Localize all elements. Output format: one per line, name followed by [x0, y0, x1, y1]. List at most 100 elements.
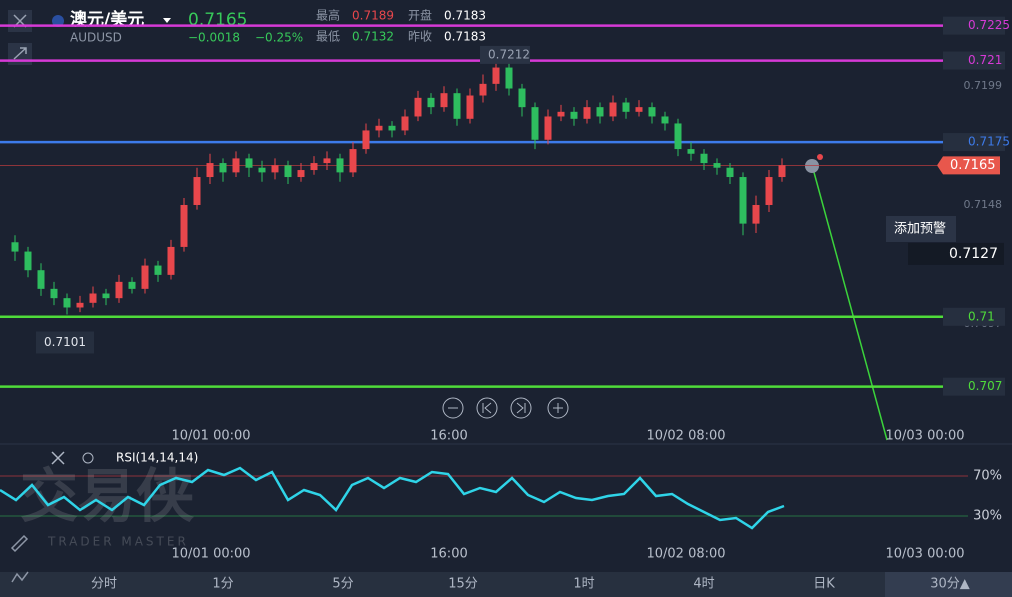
alert-tag[interactable] — [886, 216, 956, 242]
candle-body — [323, 158, 331, 164]
alert-label: 添加预警 — [894, 221, 946, 237]
tab[interactable]: 30分▲ — [930, 577, 970, 592]
candle-body — [778, 165, 786, 178]
candle-body — [219, 163, 227, 173]
x-tick-label: 10/02 08:00 — [646, 547, 725, 562]
candle-body — [765, 177, 773, 205]
tab[interactable]: 日K — [813, 577, 835, 592]
candle-body — [596, 107, 604, 117]
stat-value: 0.7189 — [352, 9, 394, 23]
candle-body — [154, 265, 162, 275]
candle-body — [349, 149, 357, 173]
stat-value: 0.7132 — [352, 30, 394, 44]
side-icons[interactable] — [10, 534, 29, 583]
nav-buttons[interactable] — [442, 397, 569, 419]
level-tag — [943, 307, 1005, 326]
stat-value: 0.7183 — [444, 30, 486, 44]
candle-body — [648, 107, 656, 117]
candle-body — [206, 163, 214, 178]
candle-body — [375, 125, 383, 131]
level-tag — [943, 51, 1005, 70]
current-label: 0.7165 — [950, 158, 996, 173]
candle-body — [687, 149, 695, 154]
candle-body — [609, 102, 617, 117]
high-tag — [480, 45, 530, 64]
rsi-line — [0, 466, 785, 530]
candle-body — [24, 251, 32, 271]
candle-body — [414, 97, 422, 117]
candle-body — [479, 83, 487, 96]
candle-body — [167, 246, 175, 275]
high-label: 0.7212 — [488, 47, 530, 61]
candle-body — [232, 158, 240, 173]
tab-bar — [0, 572, 1012, 597]
tab[interactable]: 1分 — [212, 577, 233, 592]
candle-body — [63, 298, 71, 308]
level-label: 0.71 — [968, 309, 995, 323]
candle-body — [531, 107, 539, 140]
candle-body — [713, 163, 721, 168]
candle-body — [557, 111, 565, 117]
candle-body — [310, 163, 318, 171]
candle-body — [271, 165, 279, 173]
x-tick-label: 10/03 00:00 — [885, 429, 964, 444]
alert-value-tag — [908, 242, 1004, 265]
candle-body — [518, 88, 526, 108]
candle-body — [245, 158, 253, 168]
x-tick-label: 10/01 00:00 — [171, 547, 250, 562]
y-tick-label: 0.7199 — [964, 79, 1003, 92]
candle-body — [674, 123, 682, 150]
candle-body — [726, 167, 734, 178]
watermark-tag: TRADER MASTER — [47, 535, 189, 549]
rsi-tick-label: 30% — [973, 509, 1002, 524]
change: −0.0018 — [188, 31, 240, 45]
x-tick-label: 10/03 00:00 — [885, 547, 964, 562]
tab[interactable]: 分时 — [91, 577, 117, 592]
dropdown[interactable] — [163, 18, 171, 23]
candle-body — [401, 116, 409, 131]
rsi-tick-label: 70% — [973, 469, 1002, 484]
stat-label: 最低 — [316, 30, 340, 44]
candle-body — [297, 170, 305, 178]
candle-body — [336, 158, 344, 173]
candle-body — [635, 107, 643, 112]
candle-body — [89, 293, 97, 303]
x-tick-label: 10/01 00:00 — [171, 429, 250, 444]
tab[interactable]: 4时 — [693, 577, 714, 592]
candle-body — [427, 97, 435, 108]
candle-body — [505, 67, 513, 89]
level-label: 0.7225 — [968, 18, 1010, 32]
candle-body — [362, 130, 370, 150]
tab[interactable]: 1时 — [573, 577, 594, 592]
stat-value: 0.7183 — [444, 9, 486, 23]
candle-body — [622, 102, 630, 112]
level-label: 0.721 — [968, 53, 1002, 67]
stat-label: 昨收 — [408, 30, 432, 44]
candle-body — [583, 107, 591, 119]
flag — [52, 15, 64, 27]
y-tick-label: 0.7148 — [964, 198, 1003, 211]
candle-body — [570, 111, 578, 119]
level-tag — [943, 377, 1005, 396]
candle-body — [440, 93, 448, 108]
trend-line — [811, 164, 888, 441]
rsi-title: RSI(14,14,14) — [116, 451, 198, 465]
candle-body — [700, 153, 708, 164]
stat-label: 开盘 — [408, 8, 432, 23]
candle-body — [466, 95, 474, 119]
rsi-settings[interactable] — [82, 452, 94, 464]
tab[interactable]: 15分 — [448, 577, 478, 592]
low-label: 0.7101 — [44, 335, 86, 349]
alert-value: 0.7127 — [949, 246, 998, 262]
symbol: AUDUSD — [70, 31, 122, 45]
info-icon[interactable] — [805, 159, 819, 173]
rsi-close[interactable] — [51, 451, 65, 465]
x-tick-label: 16:00 — [430, 429, 467, 444]
candle-body — [11, 242, 19, 252]
candle-body — [258, 167, 266, 173]
candle-body — [115, 281, 123, 299]
candle-body — [37, 270, 45, 289]
candle-body — [739, 177, 747, 224]
candle-body — [492, 67, 500, 84]
tab[interactable]: 5分 — [332, 577, 353, 592]
